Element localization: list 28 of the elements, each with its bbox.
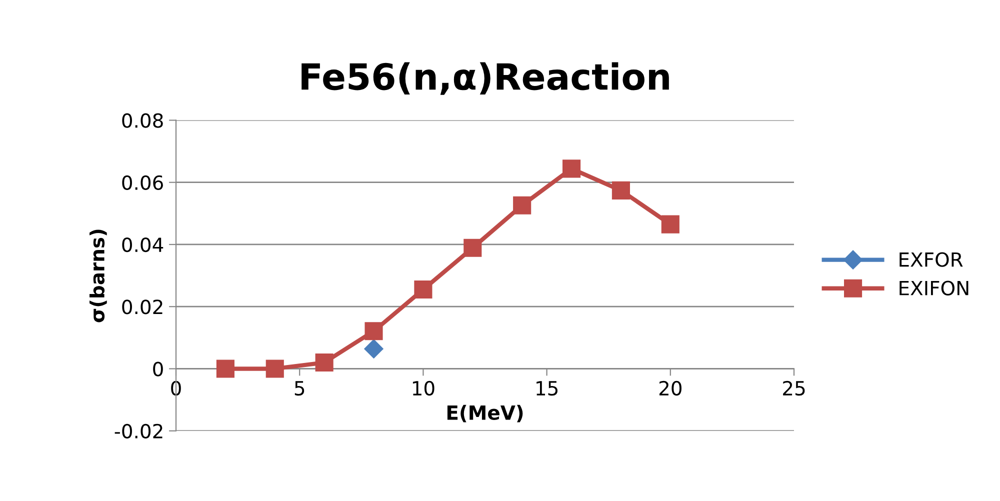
point [661, 215, 680, 234]
y-axis-title: σ(barns) [90, 230, 107, 322]
point [364, 322, 383, 340]
y-tick-label: 0.06 [122, 175, 163, 190]
y-tick-label: 0 [153, 362, 163, 376]
point [266, 360, 284, 378]
chart-title: Fe56(n,α)Reaction [302, 62, 669, 95]
x-tick-label: 15 [536, 381, 558, 396]
y-tick-label: 0.08 [122, 113, 163, 128]
x-tick-label: 10 [412, 380, 434, 396]
y-tick-label: 0.04 [122, 237, 164, 252]
y-tick-label: -0.02 [114, 424, 162, 439]
point [513, 196, 532, 214]
x-axis-title: E(MeV) [447, 404, 523, 422]
legend-label: EXIFON [900, 280, 968, 296]
y-tick-label: 0.02 [122, 300, 162, 314]
point [612, 181, 630, 200]
point [315, 353, 334, 372]
point [216, 360, 234, 378]
x-tick-label: 25 [783, 380, 805, 396]
point [464, 238, 482, 257]
x-tick-label: 20 [659, 380, 682, 396]
point [414, 280, 432, 299]
x-tick-label: 0 [171, 380, 181, 396]
point [562, 160, 581, 178]
x-tick-label: 5 [294, 381, 304, 396]
point [364, 339, 384, 358]
legend-label: EXFOR [900, 252, 963, 267]
